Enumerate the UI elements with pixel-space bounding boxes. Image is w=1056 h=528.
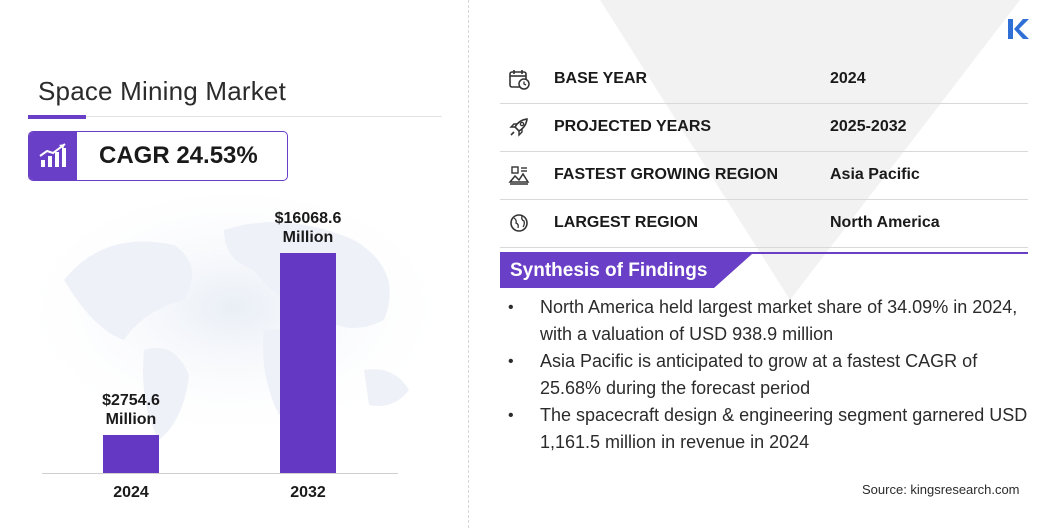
info-label: PROJECTED YEARS: [554, 118, 712, 135]
bar-2032: [280, 253, 336, 473]
findings-list: North America held largest market share …: [508, 294, 1028, 456]
info-label: FASTEST GROWING REGION: [554, 166, 779, 183]
cagr-value: CAGR 24.53%: [99, 142, 258, 169]
globe-icon: [510, 214, 528, 232]
info-row-base-year: BASE YEAR 2024: [500, 56, 1028, 104]
background-triangle: [600, 0, 1020, 300]
synthesis-header-banner: [500, 254, 752, 288]
info-label: LARGEST REGION: [554, 214, 699, 231]
synthesis-title: Synthesis of Findings: [510, 260, 708, 281]
info-row-largest-region: LARGEST REGION North America: [500, 200, 1028, 248]
title-underline: [28, 116, 442, 117]
bar-value-label: $16068.6 Million: [274, 210, 342, 246]
source-text: Source: kingsresearch.com: [862, 482, 1020, 497]
info-value: North America: [830, 214, 940, 231]
synthesis-header: Synthesis of Findings: [500, 252, 1028, 288]
bar-2024: [103, 435, 159, 473]
info-label: BASE YEAR: [554, 70, 648, 87]
info-value: Asia Pacific: [830, 166, 920, 183]
region-icon: [508, 166, 530, 185]
cagr-box: CAGR 24.53%: [28, 131, 288, 181]
bar-value-label: $2754.6 Million: [102, 392, 160, 428]
finding-item: North America held largest market share …: [508, 294, 1028, 348]
market-title: Space Mining Market: [38, 76, 287, 106]
panel-divider: [468, 0, 469, 528]
info-row-fastest-growing-region: FASTEST GROWING REGION Asia Pacific: [500, 152, 1028, 200]
title-accent-bar: [28, 115, 86, 119]
info-row-projected-years: PROJECTED YEARS 2025-2032: [500, 104, 1028, 152]
info-value: 2024: [830, 70, 866, 87]
calendar-icon: [509, 70, 530, 90]
finding-item: Asia Pacific is anticipated to grow at a…: [508, 348, 1028, 402]
rocket-icon: [509, 118, 528, 137]
x-axis-line: [42, 473, 398, 474]
x-tick-label: 2032: [290, 484, 326, 501]
kingsresearch-logo-icon: [1008, 19, 1029, 39]
finding-item: The spacecraft design & engineering segm…: [508, 402, 1028, 456]
x-tick-label: 2024: [113, 484, 149, 501]
growth-chart-icon: [29, 132, 77, 180]
info-value: 2025-2032: [830, 118, 907, 135]
